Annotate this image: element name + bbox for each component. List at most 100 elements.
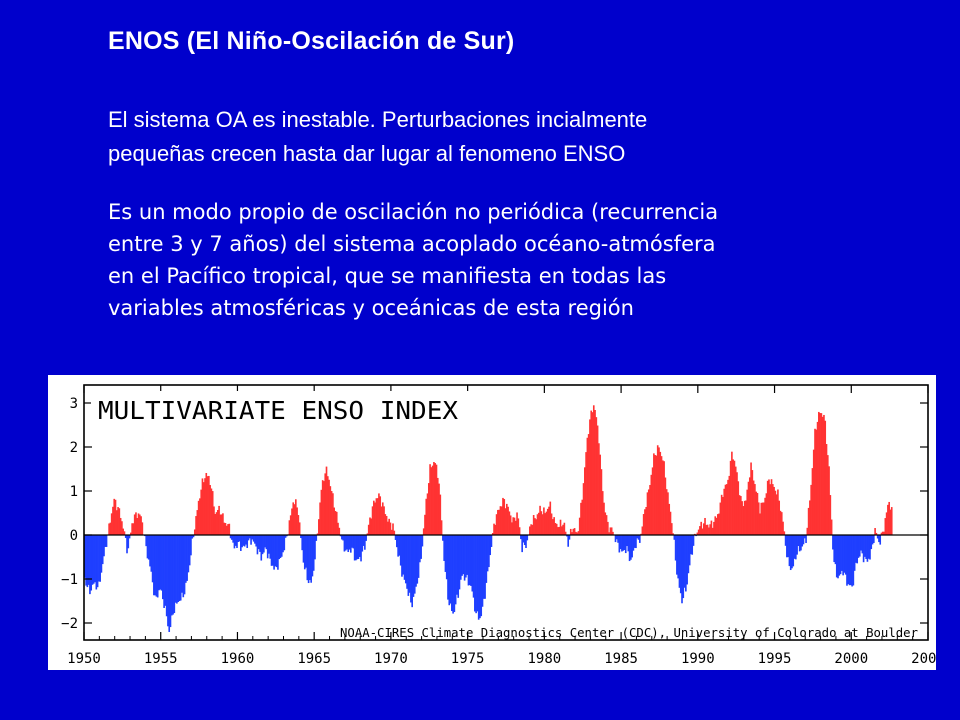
mei-bar xyxy=(310,535,312,583)
mei-bar xyxy=(119,517,122,535)
mei-bar xyxy=(178,535,181,602)
mei-bar xyxy=(687,535,690,574)
mei-bar xyxy=(535,519,538,535)
mei-bar xyxy=(741,501,743,535)
mei-bar xyxy=(757,502,760,535)
mei-bar xyxy=(271,535,274,566)
mei-bar xyxy=(413,535,416,594)
chart-credit: NOAA-CIRES Climate Diagnostics Center (C… xyxy=(340,626,918,640)
mei-bar xyxy=(529,526,531,535)
mei-bar xyxy=(763,502,765,535)
mei-bar xyxy=(229,535,232,539)
mei-bar xyxy=(381,502,384,535)
mei-bar xyxy=(633,535,636,548)
mei-bar xyxy=(645,506,648,535)
mei-bar xyxy=(544,513,546,535)
mei-bar xyxy=(566,535,568,537)
mei-bar xyxy=(133,514,136,535)
mei-bar xyxy=(90,535,93,591)
mei-bar xyxy=(364,535,366,550)
mei-bar xyxy=(774,490,777,535)
mei-bar xyxy=(723,488,726,535)
mei-bar xyxy=(490,535,493,547)
mei-bar xyxy=(778,500,781,535)
mei-bar xyxy=(697,529,700,535)
mei-bar xyxy=(105,535,108,547)
mei-bar xyxy=(218,505,220,535)
mei-bar xyxy=(664,477,667,535)
definition-line-2: entre 3 y 7 años) del sistema acoplado o… xyxy=(108,232,716,256)
mei-bar xyxy=(176,535,178,604)
mei-bar xyxy=(238,535,241,542)
mei-bar xyxy=(104,535,107,547)
mei-bar xyxy=(440,520,443,535)
mei-bar xyxy=(489,535,492,556)
mei-bar xyxy=(195,516,197,535)
mei-bar xyxy=(809,500,811,535)
mei-bar xyxy=(419,535,421,563)
mei-bar xyxy=(306,535,309,581)
mei-bar xyxy=(186,535,188,581)
mei-bar xyxy=(498,509,500,535)
mei-bar xyxy=(454,535,457,605)
mei-bar xyxy=(255,535,257,547)
mei-bar xyxy=(251,535,254,540)
mei-bar xyxy=(525,535,527,548)
mei-bar xyxy=(769,484,772,535)
mei-bar xyxy=(406,535,408,589)
mei-bar xyxy=(173,535,176,614)
mei-bar xyxy=(812,449,815,535)
mei-bar xyxy=(457,535,460,598)
mei-bar xyxy=(286,535,288,537)
mei-bar xyxy=(311,535,314,577)
mei-bar xyxy=(404,535,407,584)
mei-bar xyxy=(636,535,639,539)
mei-bar xyxy=(732,459,734,535)
mei-bar xyxy=(398,535,401,556)
mei-bar xyxy=(302,535,305,563)
mei-bar xyxy=(275,535,278,568)
x-tick-label: 1950 xyxy=(67,651,101,667)
mei-bar xyxy=(728,475,731,535)
mei-bar xyxy=(332,493,334,535)
mei-bar xyxy=(729,460,732,535)
mei-bar xyxy=(640,533,642,535)
mei-bar xyxy=(461,535,463,576)
mei-bar xyxy=(764,497,766,535)
mei-bar xyxy=(700,521,703,535)
mei-bar xyxy=(407,535,410,596)
mei-bar xyxy=(475,535,477,614)
mei-bar xyxy=(122,528,124,535)
mei-bar xyxy=(568,535,571,540)
mei-bar xyxy=(572,528,575,535)
mei-bar xyxy=(300,535,302,539)
mei-bar xyxy=(277,535,279,570)
mei-bar xyxy=(168,535,171,632)
mei-bar xyxy=(216,509,219,535)
mei-bar xyxy=(806,527,809,535)
mei-bar xyxy=(430,467,433,535)
mei-bar xyxy=(497,509,499,535)
mei-bar xyxy=(279,535,282,558)
mei-bar xyxy=(205,472,208,535)
mei-bar xyxy=(325,466,328,535)
mei-bar xyxy=(439,494,442,535)
mei-bar xyxy=(642,514,645,535)
mei-bar xyxy=(659,451,662,535)
mei-bar xyxy=(520,535,522,540)
mei-bar xyxy=(254,535,256,544)
mei-bar xyxy=(559,519,562,535)
mei-bar xyxy=(787,535,789,558)
mei-bar xyxy=(401,535,403,577)
mei-bar xyxy=(145,535,148,547)
mei-bar xyxy=(742,506,745,535)
mei-bar xyxy=(426,493,429,535)
mei-bar xyxy=(655,455,658,535)
mei-bar xyxy=(293,504,296,535)
mei-bar xyxy=(471,535,474,592)
mei-bar xyxy=(537,512,540,535)
mei-bar xyxy=(370,518,373,535)
mei-bar xyxy=(479,535,481,619)
mei-bar xyxy=(691,535,694,555)
mei-bar xyxy=(888,501,890,535)
